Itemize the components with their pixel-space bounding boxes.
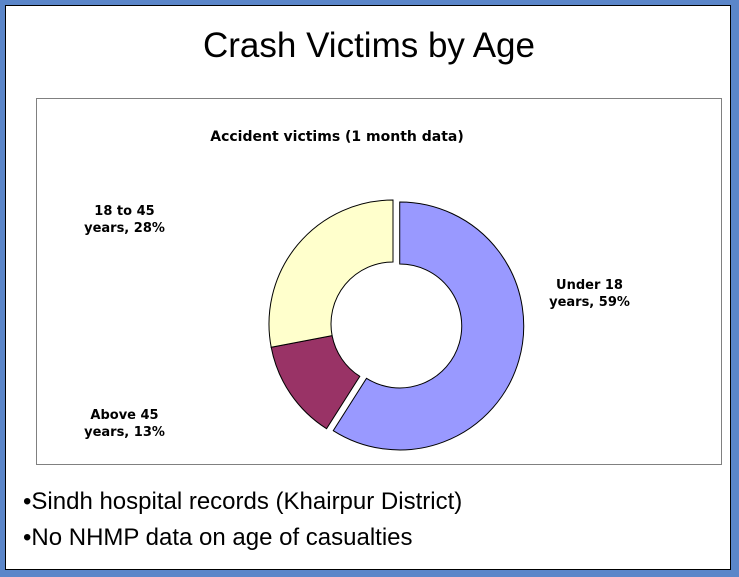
data-label: Under 18 years, 59% bbox=[549, 278, 630, 310]
slide: Crash Victims by Age Accident victims (1… bbox=[5, 5, 731, 570]
donut-segment bbox=[332, 201, 525, 451]
data-label: 18 to 45 years, 28% bbox=[84, 204, 165, 236]
chart-title: Accident victims (1 month data) bbox=[210, 129, 464, 145]
chart-box: Accident victims (1 month data) Under 18… bbox=[36, 98, 722, 465]
bullet: •Sindh hospital records (Khairpur Distri… bbox=[23, 488, 463, 515]
data-label: Above 45 years, 13% bbox=[84, 408, 165, 440]
slide-title: Crash Victims by Age bbox=[203, 26, 535, 65]
donut-segment bbox=[268, 199, 394, 348]
chart: Accident victims (1 month data) bbox=[210, 129, 525, 451]
bullet: •No NHMP data on age of casualties bbox=[23, 524, 413, 551]
